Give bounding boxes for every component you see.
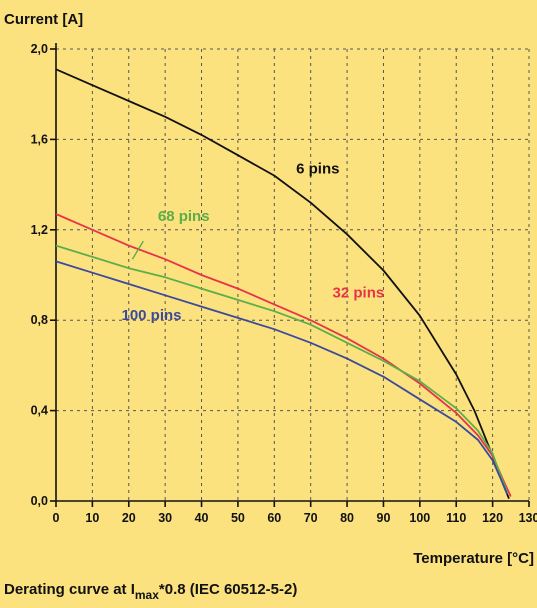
x-tick-label: 90 <box>377 511 391 525</box>
chart-caption: Derating curve at Imax*0.8 (IEC 60512-5-… <box>4 581 297 602</box>
x-tick-label: 40 <box>195 511 209 525</box>
x-tick-label: 80 <box>340 511 354 525</box>
labels-layer: 6 pins 32 pins 68 pins 100 pins <box>121 160 384 324</box>
x-tick-label: 100 <box>409 511 430 525</box>
axes-layer: 0,0 0,4 0,8 1,2 1,6 2,0 0 10 20 30 40 50 60 70 80 90 100… <box>31 42 537 525</box>
y-axis-label: Current [A] <box>4 11 83 28</box>
series-line-100-pins <box>55 260 509 495</box>
series-label-6-pins: 6 pins <box>296 160 339 177</box>
x-tick-label: 70 <box>304 511 318 525</box>
series-label-32-pins: 32 pins <box>333 285 385 302</box>
y-tick-label: 1,6 <box>31 132 48 146</box>
y-tick-label: 2,0 <box>31 42 48 56</box>
caption-prefix: Derating curve at I <box>4 581 135 598</box>
series-label-100-pins: 100 pins <box>121 307 181 324</box>
x-tick-label: 60 <box>267 511 281 525</box>
y-tick-label: 0,4 <box>31 404 48 418</box>
series-label-68-pins: 68 pins <box>158 208 210 225</box>
caption-subscript: max <box>135 588 159 602</box>
series-line-6-pins <box>55 68 510 500</box>
series-label-pointer-68-pins <box>131 240 144 260</box>
y-tick-label: 1,2 <box>31 223 48 237</box>
grid-layer <box>56 48 530 501</box>
y-tick-label: 0,8 <box>31 313 48 327</box>
x-tick-label: 20 <box>122 511 136 525</box>
x-tick-label: 10 <box>85 511 99 525</box>
x-tick-label: 120 <box>482 511 503 525</box>
y-tick-label: 0,0 <box>31 494 48 508</box>
x-tick-label: 0 <box>53 511 60 525</box>
series-layer <box>55 68 512 500</box>
x-tick-label: 110 <box>446 511 466 525</box>
x-tick-label: 30 <box>158 511 172 525</box>
series-line-32-pins <box>55 213 512 497</box>
x-tick-label: 50 <box>231 511 245 525</box>
series-line-68-pins <box>55 244 509 493</box>
caption-suffix: *0.8 (IEC 60512-5-2) <box>159 581 297 598</box>
x-axis-label: Temperature [°C] <box>413 550 534 567</box>
x-tick-label: 130 <box>519 511 537 525</box>
